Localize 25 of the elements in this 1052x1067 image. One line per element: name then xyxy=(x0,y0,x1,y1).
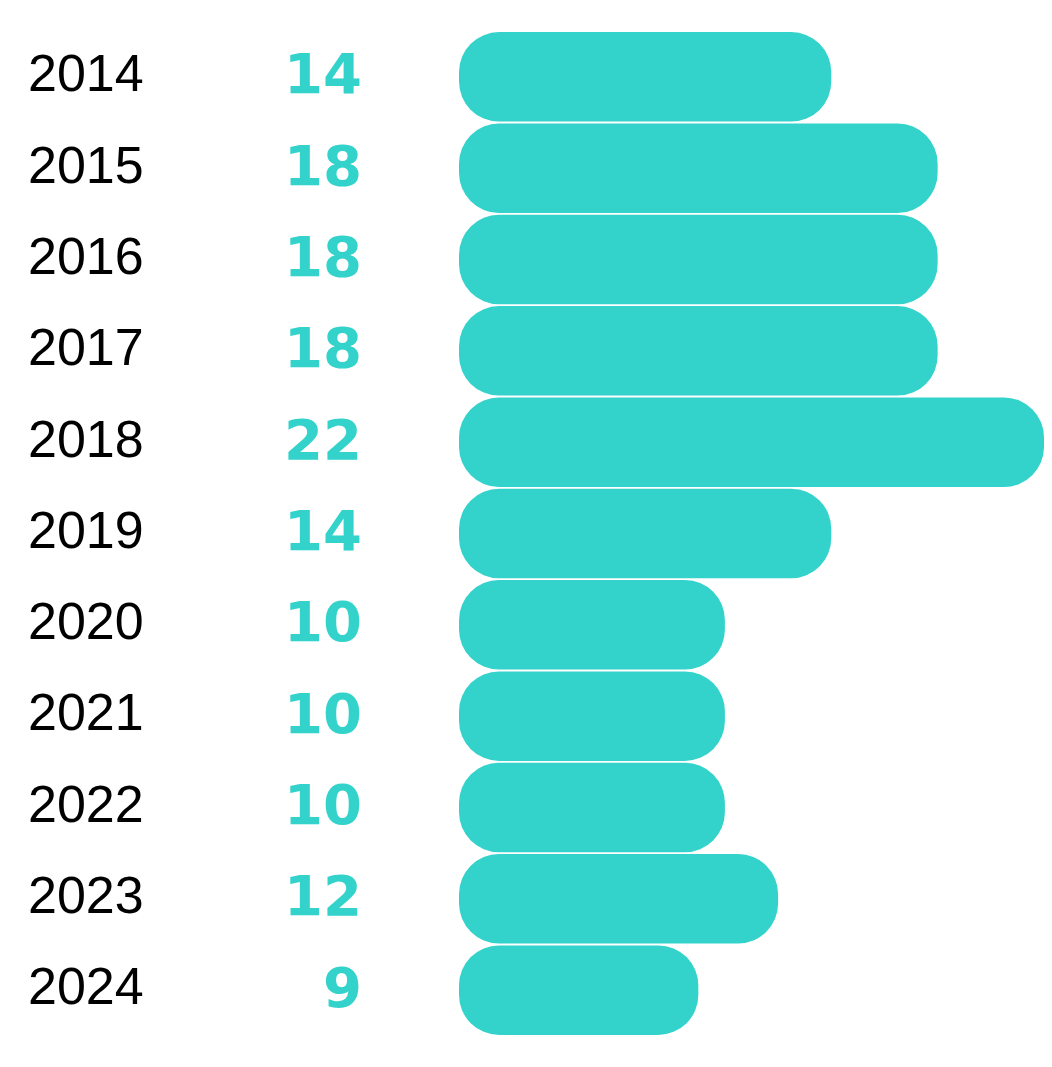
bar xyxy=(459,762,725,853)
data-label: 14 xyxy=(284,498,362,564)
y-tick-label: 2015 xyxy=(28,135,144,194)
y-tick-label: 2014 xyxy=(28,44,144,103)
y-tick-label: 2020 xyxy=(28,592,144,651)
data-label: 14 xyxy=(284,41,362,107)
data-label: 18 xyxy=(284,315,362,381)
data-label: 10 xyxy=(284,680,362,746)
data-label: 18 xyxy=(284,224,362,290)
y-tick-label: 2024 xyxy=(28,957,144,1016)
data-label: 18 xyxy=(284,132,362,198)
bar xyxy=(459,214,938,305)
y-tick-label: 2016 xyxy=(28,226,144,285)
data-label: 22 xyxy=(284,406,362,472)
data-label: 10 xyxy=(284,589,362,655)
y-tick-label: 2019 xyxy=(28,500,144,559)
y-tick-label: 2021 xyxy=(28,683,144,742)
y-tick-label: 2023 xyxy=(28,866,144,925)
y-tick-label: 2018 xyxy=(28,409,144,468)
data-label: 12 xyxy=(284,863,362,929)
y-tick-label: 2022 xyxy=(28,774,144,833)
bar xyxy=(459,488,832,579)
data-label: 9 xyxy=(323,954,362,1020)
data-label: 10 xyxy=(284,772,362,838)
y-tick-label: 2017 xyxy=(28,318,144,377)
